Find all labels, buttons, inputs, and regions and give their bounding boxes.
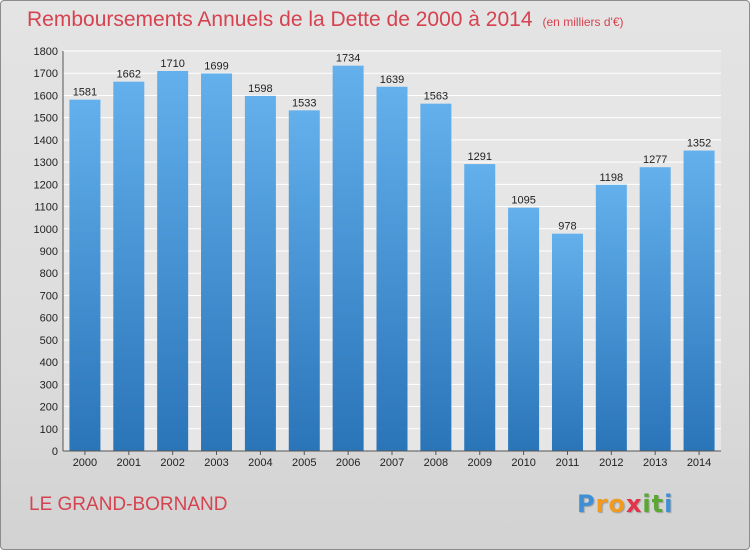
x-tick-label-2007: 2007: [380, 457, 404, 469]
chart-title-text: Remboursements Annuels de la Dette de 20…: [27, 8, 533, 31]
commune-name: LE GRAND-BORNAND: [29, 494, 228, 515]
y-tick-label: 1000: [34, 224, 58, 236]
bar-2002: [157, 71, 189, 451]
y-tick-label: 700: [40, 290, 58, 302]
y-tick-label: 1600: [34, 90, 58, 102]
logo-letter: x: [625, 490, 643, 518]
value-label-2007: 1639: [380, 74, 404, 86]
y-tick-label: 400: [40, 357, 58, 369]
bar-2013: [639, 167, 671, 451]
bar-2006: [332, 65, 364, 452]
y-tick-label: 200: [40, 402, 58, 414]
bar-2001: [113, 81, 145, 452]
x-tick-label-2010: 2010: [511, 457, 535, 469]
logo-letter: i: [664, 490, 674, 518]
value-label-2004: 1598: [248, 83, 272, 95]
y-tick-label: 1300: [34, 157, 58, 169]
value-label-2000: 1581: [73, 87, 97, 99]
logo-letter: P: [577, 490, 596, 518]
bar-2003: [201, 73, 233, 451]
x-tick-label-2006: 2006: [336, 457, 360, 469]
bar-2005: [288, 110, 320, 451]
value-label-2009: 1291: [467, 151, 491, 163]
y-tick-label: 300: [40, 379, 58, 391]
y-tick-label: 1800: [34, 46, 58, 58]
x-tick-label-2003: 2003: [204, 457, 228, 469]
bar-2007: [376, 86, 408, 452]
bars: 1581 1662 1710 1699 1598 1533 1734 1639 1563 1291…: [69, 53, 715, 452]
x-axis: 2000 2001 2002 2003 2004 2005 2006 2007 2008 2009…: [63, 450, 721, 469]
y-tick-label: 1400: [34, 135, 58, 147]
y-tick-label: 1700: [34, 68, 58, 80]
value-label-2003: 1699: [204, 60, 228, 72]
bar-2009: [464, 164, 496, 451]
y-tick-label: 600: [40, 313, 58, 325]
y-tick-label: 1100: [34, 202, 58, 214]
bar-2008: [420, 103, 452, 452]
chart-subtitle: (en milliers d'€): [542, 15, 624, 29]
proxiti-logo: Proxiti: [577, 490, 673, 518]
x-tick-label-2002: 2002: [160, 457, 184, 469]
y-tick-label: 1200: [34, 179, 58, 191]
bar-2000: [69, 99, 101, 452]
value-label-2005: 1533: [292, 97, 316, 109]
x-tick-label-2008: 2008: [424, 457, 448, 469]
value-label-2008: 1563: [424, 91, 448, 103]
bar-2014: [683, 150, 715, 452]
y-tick-label: 500: [40, 335, 58, 347]
value-label-2012: 1198: [600, 172, 624, 184]
y-tick-label: 900: [40, 246, 58, 258]
y-tick-label: 800: [40, 268, 58, 280]
logo-letter: o: [608, 490, 626, 518]
x-tick-label-2009: 2009: [467, 457, 491, 469]
x-tick-label-2001: 2001: [117, 457, 141, 469]
value-label-2002: 1710: [160, 58, 184, 70]
y-tick-label: 100: [40, 424, 58, 436]
x-tick-label-2000: 2000: [73, 457, 97, 469]
y-tick-label: 0: [52, 446, 58, 458]
logo-letter: t: [651, 490, 665, 518]
value-label-2010: 1095: [511, 195, 535, 207]
value-label-2014: 1352: [687, 138, 711, 150]
value-label-2013: 1277: [643, 154, 667, 166]
logo-letter: i: [642, 490, 652, 518]
chart-title: Remboursements Annuels de la Dette de 20…: [27, 8, 624, 32]
bar-2004: [244, 95, 276, 451]
x-tick-label-2011: 2011: [556, 457, 580, 469]
x-tick-label-2013: 2013: [643, 457, 667, 469]
value-label-2006: 1734: [336, 53, 360, 65]
x-tick-label-2004: 2004: [248, 457, 272, 469]
x-tick-label-2012: 2012: [599, 457, 623, 469]
logo-letter: r: [595, 490, 609, 518]
x-tick-label-2005: 2005: [292, 457, 316, 469]
y-tick-label: 1500: [34, 113, 58, 125]
value-label-2011: 978: [558, 221, 576, 233]
y-axis: 0 100 200 300 400 500 600 700 800 900 1000 1100 1200…: [34, 46, 64, 458]
bar-2010: [508, 207, 540, 451]
bar-2012: [595, 184, 627, 451]
x-tick-label-2014: 2014: [687, 457, 711, 469]
bar-2011: [551, 233, 583, 451]
value-label-2001: 1662: [117, 69, 141, 81]
